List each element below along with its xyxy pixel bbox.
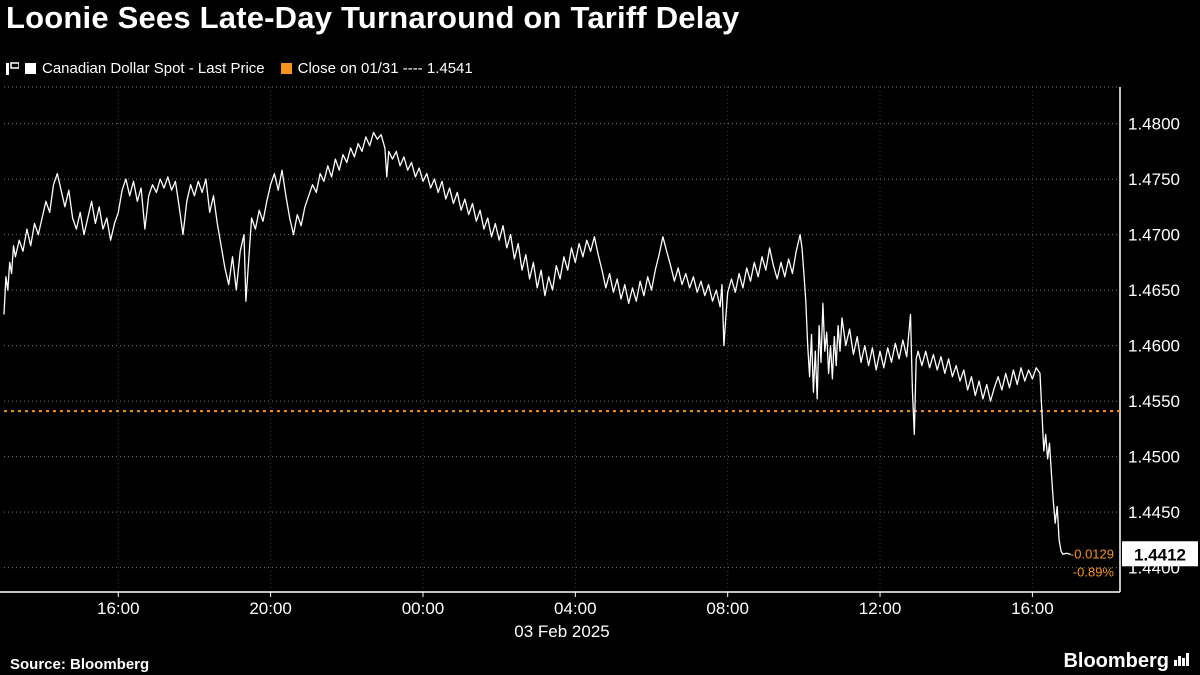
legend-label-last-price: Canadian Dollar Spot - Last Price <box>42 60 265 77</box>
bloomberg-wordmark: Bloomberg <box>1063 650 1169 672</box>
last-price-value: 1.4412 <box>1134 545 1186 564</box>
legend-label-close: Close on 01/31 ---- 1.4541 <box>297 60 473 77</box>
y-axis-label: 1.4600 <box>1128 337 1180 356</box>
series1-swatch <box>25 63 36 74</box>
page-title: Loonie Sees Late-Day Turnaround on Tarif… <box>6 0 740 35</box>
legend: Canadian Dollar Spot - Last Price Close … <box>6 60 489 77</box>
y-axis-label: 1.4700 <box>1128 226 1180 245</box>
x-axis-label: 20:00 <box>249 599 292 618</box>
legend-item-close[interactable]: Close on 01/31 ---- 1.4541 <box>280 60 473 77</box>
y-axis-label: 1.4550 <box>1128 392 1180 411</box>
x-axis-label: 00:00 <box>402 599 445 618</box>
x-axis-label: 16:00 <box>97 599 140 618</box>
x-axis-label: 12:00 <box>859 599 902 618</box>
y-axis-label: 1.4500 <box>1128 448 1180 467</box>
security-chart-icon <box>6 61 19 76</box>
x-axis-date-label: 03 Feb 2025 <box>514 622 609 641</box>
bloomberg-bars-icon <box>1174 650 1190 673</box>
price-chart[interactable]: 16:00 20:00 00:00 04:00 08:00 12:00 16:001.440… <box>0 85 1200 647</box>
y-axis-label: 1.4750 <box>1128 170 1180 189</box>
y-axis-label: 1.4800 <box>1128 115 1180 134</box>
legend-item-last-price[interactable]: Canadian Dollar Spot - Last Price <box>25 60 265 77</box>
x-axis-label: 08:00 <box>706 599 749 618</box>
source-label: Source: Bloomberg <box>10 656 150 673</box>
x-axis-label: 16:00 <box>1011 599 1054 618</box>
last-price-badge <box>1122 541 1198 567</box>
series2-swatch <box>280 63 292 74</box>
x-axis-label: 04:00 <box>554 599 597 618</box>
y-axis-label: 1.4450 <box>1128 503 1180 522</box>
y-axis-label: 1.4650 <box>1128 281 1180 300</box>
price-change-value: -0.0129 <box>1070 546 1114 561</box>
footer: Source: Bloomberg Bloomberg <box>0 650 1200 673</box>
price-change-percent: -0.89% <box>1073 564 1115 579</box>
bloomberg-logo: Bloomberg <box>1063 650 1190 673</box>
price-line-series[interactable] <box>3 131 1071 555</box>
